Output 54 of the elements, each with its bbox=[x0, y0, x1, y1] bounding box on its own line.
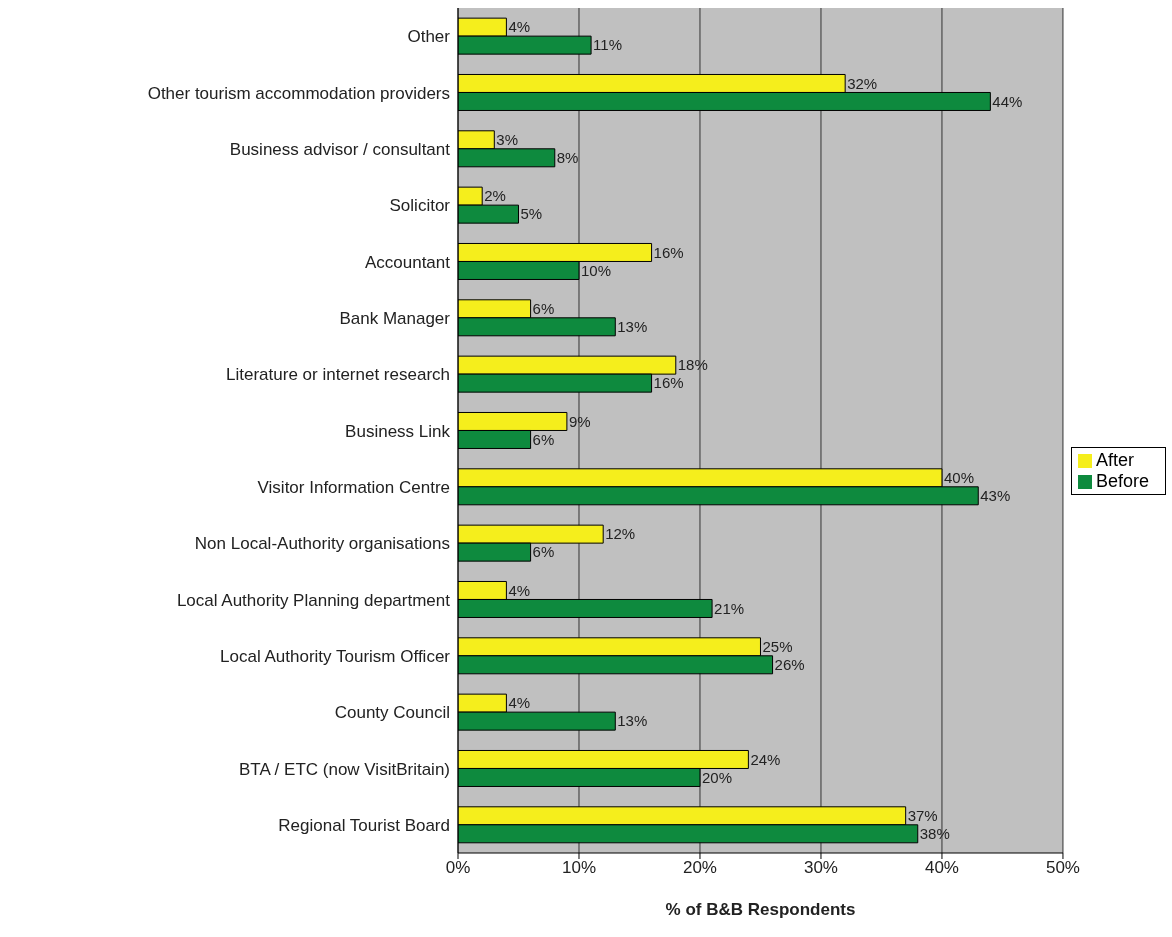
y-tick-label: Business advisor / consultant bbox=[229, 139, 451, 159]
data-label: 18% bbox=[677, 356, 708, 374]
data-label: 6% bbox=[532, 543, 555, 561]
y-tick-label: Local Authority Planning department bbox=[176, 590, 451, 610]
data-label: 9% bbox=[568, 412, 591, 430]
y-tick-label: Accountant bbox=[364, 252, 451, 272]
y-tick-label: BTA / ETC (now VisitBritain) bbox=[239, 759, 450, 779]
x-tick-label: 50% bbox=[1045, 858, 1080, 878]
data-label: 20% bbox=[701, 768, 733, 786]
data-label: 25% bbox=[762, 638, 793, 656]
y-tick-label: Regional Tourist Board bbox=[278, 815, 450, 835]
data-label: 24% bbox=[750, 750, 781, 768]
data-label: 21% bbox=[714, 599, 745, 617]
data-label: 4% bbox=[508, 18, 531, 36]
data-label: 38% bbox=[919, 825, 950, 843]
data-label: 16% bbox=[653, 243, 684, 261]
data-label: 4% bbox=[508, 694, 531, 712]
x-tick-label: 40% bbox=[924, 858, 959, 878]
data-label: 12% bbox=[605, 525, 636, 543]
data-label: 5% bbox=[520, 205, 543, 223]
data-label: 13% bbox=[617, 712, 648, 730]
x-tick-label: 0% bbox=[445, 858, 471, 878]
data-label: 13% bbox=[617, 318, 648, 336]
y-tick-label: Bank Manager bbox=[339, 308, 451, 328]
data-label: 44% bbox=[992, 92, 1023, 110]
y-tick-label: Non Local-Authority organisations bbox=[194, 534, 450, 554]
x-tick-label: 10% bbox=[561, 858, 597, 878]
data-label: 40% bbox=[943, 469, 974, 487]
y-tick-label: County Council bbox=[334, 703, 450, 723]
y-tick-label: Business Link bbox=[345, 421, 451, 441]
legend-label: After bbox=[1095, 449, 1134, 470]
data-label: 8% bbox=[556, 149, 579, 167]
data-label: 4% bbox=[508, 581, 531, 599]
data-label: 6% bbox=[532, 430, 555, 448]
x-axis-title: % of B&B Respondents bbox=[665, 900, 856, 919]
x-tick-label: 20% bbox=[682, 858, 717, 878]
data-label: 16% bbox=[653, 374, 684, 392]
data-label: 11% bbox=[593, 36, 623, 54]
data-label: 6% bbox=[532, 300, 555, 318]
y-tick-label: Local Authority Tourism Officer bbox=[220, 646, 451, 666]
data-label: 26% bbox=[774, 656, 805, 674]
data-label: 32% bbox=[847, 74, 878, 92]
y-tick-label: Other bbox=[407, 27, 451, 47]
y-tick-label: Visitor Information Centre bbox=[257, 477, 450, 497]
legend-label: Before bbox=[1095, 470, 1149, 491]
data-label: 2% bbox=[484, 187, 506, 205]
data-label: 43% bbox=[980, 487, 1011, 505]
y-tick-label: Other tourism accommodation providers bbox=[147, 83, 450, 103]
data-label: 10% bbox=[580, 261, 612, 279]
y-tick-label: Literature or internet research bbox=[226, 365, 450, 385]
y-tick-label: Solicitor bbox=[389, 196, 451, 216]
data-label: 3% bbox=[496, 131, 518, 149]
data-label: 37% bbox=[907, 807, 938, 825]
x-tick-label: 30% bbox=[803, 858, 838, 878]
